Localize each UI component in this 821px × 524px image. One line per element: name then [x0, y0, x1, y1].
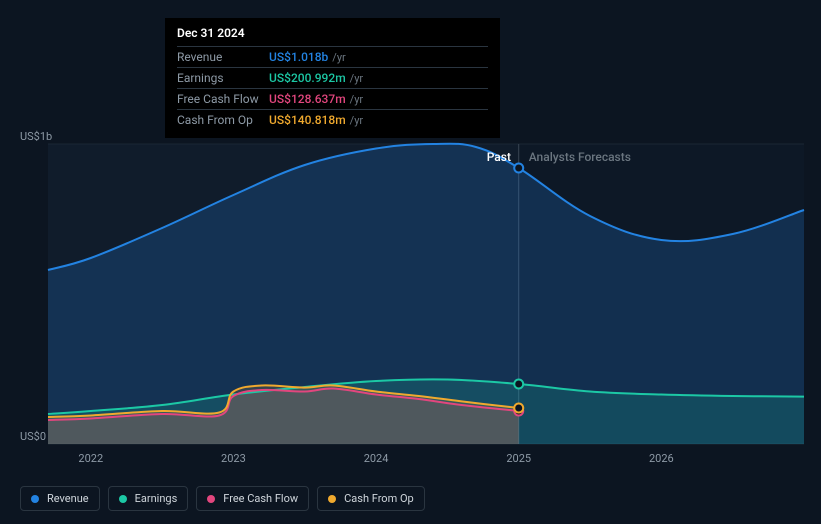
- tooltip-metric-unit: /yr: [350, 114, 363, 127]
- forecast-label: Analysts Forecasts: [529, 150, 631, 164]
- legend-dot-icon: [328, 495, 336, 503]
- tooltip-metric-value: US$140.818m: [269, 113, 346, 127]
- tooltip-metric-value: US$200.992m: [269, 71, 346, 85]
- tooltip-metric-label: Earnings: [177, 71, 269, 85]
- legend-label: Earnings: [135, 492, 178, 505]
- tooltip-metric-label: Revenue: [177, 50, 269, 64]
- x-tick-label: 2022: [78, 452, 103, 465]
- tooltip-metric-unit: /yr: [332, 51, 345, 64]
- x-tick-label: 2023: [221, 452, 246, 465]
- legend-item-revenue[interactable]: Revenue: [20, 486, 100, 511]
- legend-label: Cash From Op: [344, 492, 414, 505]
- tooltip-date: Dec 31 2024: [177, 26, 488, 46]
- tooltip-row: Cash From OpUS$140.818m/yr: [177, 109, 488, 130]
- tooltip-row: Free Cash FlowUS$128.637m/yr: [177, 88, 488, 109]
- x-tick-label: 2026: [649, 452, 674, 465]
- tooltip-metric-unit: /yr: [350, 72, 363, 85]
- x-tick-label: 2025: [506, 452, 531, 465]
- legend-dot-icon: [31, 495, 39, 503]
- y-tick-label: US$0: [20, 430, 46, 443]
- legend-item-cash-from-op[interactable]: Cash From Op: [317, 486, 425, 511]
- chart-legend: Revenue Earnings Free Cash Flow Cash From O…: [20, 486, 425, 511]
- legend-label: Free Cash Flow: [223, 492, 298, 505]
- tooltip-row: EarningsUS$200.992m/yr: [177, 67, 488, 88]
- legend-label: Revenue: [47, 492, 89, 505]
- financial-chart: Past Analysts Forecasts US$0 US$1b 2022 20…: [16, 0, 805, 524]
- legend-dot-icon: [207, 495, 215, 503]
- chart-tooltip: Dec 31 2024 RevenueUS$1.018b/yrEarningsU…: [165, 18, 500, 138]
- tooltip-metric-value: US$128.637m: [269, 92, 346, 106]
- y-tick-label: US$1b: [20, 130, 52, 143]
- tooltip-metric-label: Free Cash Flow: [177, 92, 269, 106]
- legend-dot-icon: [119, 495, 127, 503]
- x-tick-label: 2024: [364, 452, 389, 465]
- legend-item-free-cash-flow[interactable]: Free Cash Flow: [196, 486, 309, 511]
- legend-item-earnings[interactable]: Earnings: [108, 486, 189, 511]
- past-label: Past: [487, 150, 511, 164]
- tooltip-metric-value: US$1.018b: [269, 50, 328, 64]
- tooltip-metric-unit: /yr: [350, 93, 363, 106]
- tooltip-row: RevenueUS$1.018b/yr: [177, 46, 488, 67]
- tooltip-metric-label: Cash From Op: [177, 113, 269, 127]
